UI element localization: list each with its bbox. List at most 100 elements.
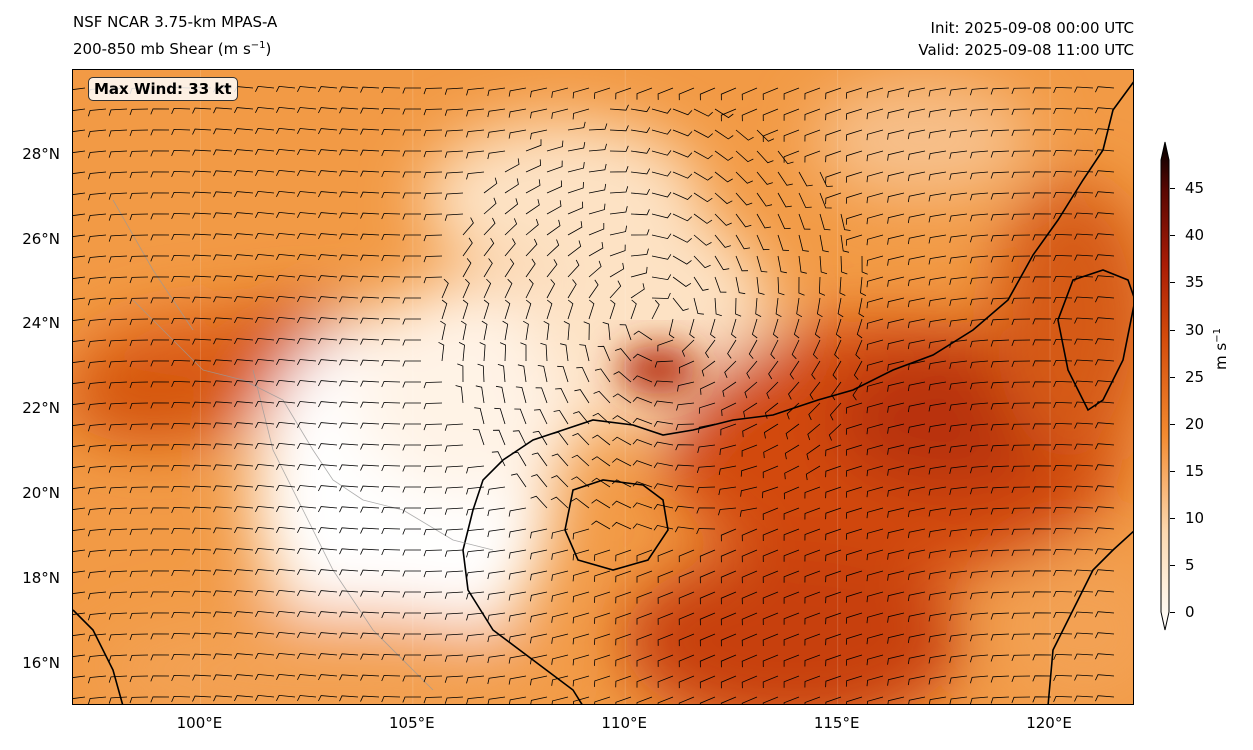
wind-barb <box>970 213 989 222</box>
wind-barb <box>234 212 254 219</box>
wind-barb <box>762 507 779 521</box>
wind-barb <box>741 612 758 626</box>
wind-barb <box>741 570 758 584</box>
wind-barb <box>276 631 296 638</box>
wind-barb <box>837 297 844 318</box>
wind-barb <box>533 409 548 425</box>
wind-barb <box>1074 632 1094 639</box>
wind-barb <box>588 183 607 194</box>
wind-barb <box>213 149 233 156</box>
wind-barb <box>339 86 359 93</box>
wind-barb <box>887 108 905 119</box>
wind-barb <box>866 108 884 120</box>
wind-barb <box>1032 696 1052 703</box>
wind-barb <box>609 244 626 257</box>
max-wind-badge: Max Wind: 33 kt <box>88 77 238 101</box>
wind-barb <box>834 339 842 360</box>
wind-barb <box>672 234 692 243</box>
wind-barb <box>73 549 86 552</box>
wind-barb <box>255 568 275 575</box>
wind-barb <box>653 504 674 510</box>
wind-barb <box>887 507 905 518</box>
wind-barb <box>444 696 464 704</box>
wind-barb <box>546 160 563 173</box>
wind-barb <box>1074 695 1094 702</box>
wind-barb <box>508 696 527 704</box>
wind-barb <box>276 652 296 659</box>
wind-barb <box>594 675 611 687</box>
wind-barb <box>928 192 947 202</box>
wind-barb <box>831 381 842 401</box>
wind-barb <box>1011 360 1031 368</box>
wind-barb <box>483 197 497 215</box>
wind-barb <box>845 675 863 687</box>
wind-barb <box>756 255 768 273</box>
wind-barb <box>108 633 128 641</box>
wind-barb <box>845 213 863 225</box>
wind-barb <box>949 444 968 453</box>
wind-barb <box>907 486 926 497</box>
wind-barb <box>735 129 754 141</box>
wind-barb <box>693 234 712 246</box>
wind-barb <box>423 528 443 536</box>
wind-barb <box>654 380 674 387</box>
wind-barb <box>928 402 947 412</box>
wind-barb <box>381 486 401 493</box>
wind-barb <box>520 342 527 361</box>
wind-barb <box>783 87 800 100</box>
wind-barb <box>636 591 653 604</box>
wind-barb <box>714 108 734 119</box>
wind-barb <box>276 190 296 197</box>
wind-barb <box>423 213 443 221</box>
wind-barb <box>318 317 338 324</box>
wind-barb <box>402 486 421 493</box>
wind-barb <box>339 569 359 576</box>
wind-barb <box>949 360 968 369</box>
wind-barb <box>845 633 863 645</box>
wind-barb <box>551 475 569 488</box>
wind-barb <box>970 381 989 390</box>
wind-barb <box>192 233 212 240</box>
wind-barb <box>297 338 317 344</box>
wind-barb <box>825 654 842 667</box>
wind-barb <box>770 339 779 360</box>
wind-barb <box>825 486 842 499</box>
wind-barb <box>276 673 296 680</box>
wind-barb <box>73 297 86 300</box>
wind-barb <box>615 549 632 562</box>
wind-barb <box>213 590 233 597</box>
wind-barb <box>762 675 779 689</box>
wind-barb <box>657 339 674 352</box>
wind-barb <box>530 591 548 602</box>
wind-barb <box>360 506 380 513</box>
wind-barb <box>657 570 674 583</box>
wind-barb <box>213 443 233 450</box>
wind-barb <box>825 570 842 583</box>
wind-barb <box>804 675 821 688</box>
wind-barb <box>530 495 548 509</box>
wind-barb <box>588 123 608 131</box>
wind-barb <box>866 171 884 183</box>
wind-barb <box>720 87 737 101</box>
wind-barb <box>551 612 569 623</box>
wind-barb <box>714 150 734 161</box>
wind-barb <box>129 675 149 683</box>
wind-barb <box>672 192 693 200</box>
wind-barb <box>234 569 254 576</box>
wind-barb <box>339 233 359 240</box>
wind-barb <box>1053 338 1073 346</box>
wind-barb <box>613 371 632 383</box>
wind-barb <box>777 276 785 296</box>
wind-barb <box>255 127 275 134</box>
wind-barb <box>990 507 1010 515</box>
wind-barb <box>887 633 905 644</box>
wind-barb <box>423 87 443 95</box>
wind-barb <box>108 318 128 326</box>
wind-barb <box>630 188 650 195</box>
wind-barb <box>532 430 548 446</box>
wind-barb <box>255 652 275 659</box>
wind-barb <box>636 696 653 704</box>
wind-barb <box>129 171 149 179</box>
wind-barb <box>192 674 212 681</box>
wind-barb <box>213 191 233 198</box>
